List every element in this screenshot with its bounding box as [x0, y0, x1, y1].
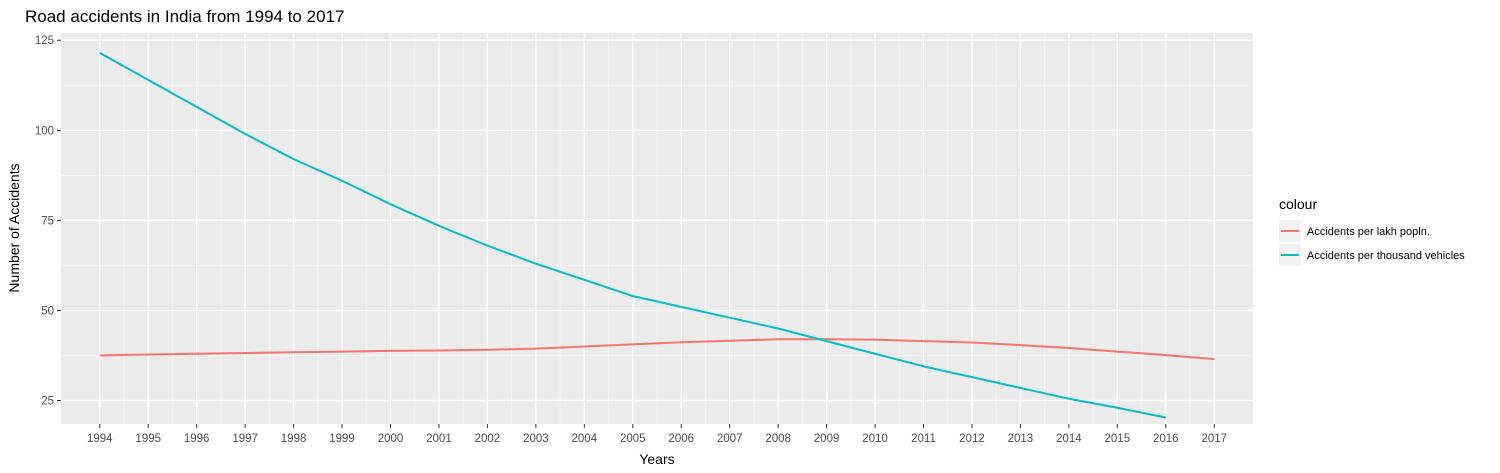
y-tick-label: 25 [41, 396, 54, 408]
y-axis: 25 50 75 100 125 [35, 35, 61, 408]
x-tick-label: 2006 [668, 433, 694, 445]
x-tick-label: 1999 [329, 433, 355, 445]
x-tick-label: 1996 [184, 433, 210, 445]
legend-title: colour [1279, 196, 1317, 212]
series-line-2 [99, 51, 1166, 419]
x-tick-label: 2017 [1201, 433, 1227, 445]
y-axis-title: Number of Accidents [6, 163, 22, 292]
x-tick-label: 2010 [862, 433, 888, 445]
x-tick-label: 2007 [717, 433, 743, 445]
x-tick-label: 1994 [87, 433, 113, 445]
x-tick-label: 2016 [1153, 433, 1179, 445]
legend-label-2: Accidents per thousand vehicles [1307, 250, 1465, 262]
x-tick-label: 2005 [620, 433, 646, 445]
x-axis: 1994 1995 1996 1997 1998 1999 2000 2001 2002 2003… [87, 424, 1227, 445]
legend: colour Accidents per lakh popln. Accident… [1279, 196, 1465, 266]
series-layer [99, 51, 1215, 419]
x-tick-label: 2008 [765, 433, 791, 445]
x-tick-label: 1995 [135, 433, 161, 445]
legend-label-1: Accidents per lakh popln. [1307, 226, 1430, 238]
x-tick-label: 2013 [1008, 433, 1034, 445]
x-tick-label: 1998 [281, 433, 307, 445]
grid-major [61, 33, 1253, 424]
y-tick-label: 75 [41, 215, 54, 227]
x-tick-label: 2011 [911, 433, 936, 445]
x-tick-label: 2014 [1056, 433, 1082, 445]
chart-title: Road accidents in India from 1994 to 201… [25, 7, 344, 26]
x-tick-label: 2000 [378, 433, 404, 445]
y-tick-label: 50 [41, 305, 54, 317]
x-tick-label: 2001 [426, 433, 452, 445]
x-tick-label: 2003 [523, 433, 549, 445]
grid-minor [61, 33, 1253, 424]
x-tick-label: 1997 [232, 433, 258, 445]
series-line-1 [99, 338, 1215, 361]
x-tick-label: 2004 [572, 433, 598, 445]
x-tick-label: 2009 [814, 433, 840, 445]
x-tick-label: 2015 [1105, 433, 1131, 445]
x-tick-label: 2012 [959, 433, 985, 445]
x-axis-title: Years [639, 451, 674, 467]
y-tick-label: 125 [35, 35, 54, 47]
x-tick-label: 2002 [475, 433, 501, 445]
y-tick-label: 100 [35, 125, 54, 137]
